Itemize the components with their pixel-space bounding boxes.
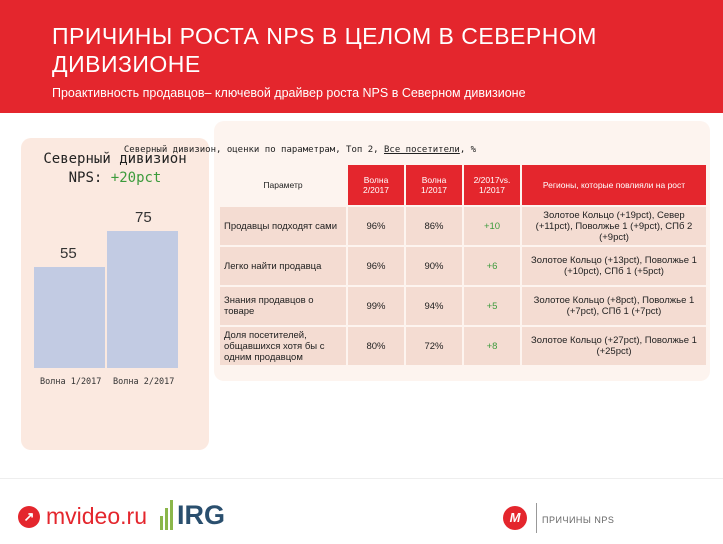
table-header-row: Параметр Волна 2/2017 Волна 1/2017 2/201… xyxy=(220,165,706,205)
nps-delta: +20pct xyxy=(110,170,162,186)
row-parameter: Доля посетителей, общавшихся хотя бы с о… xyxy=(220,327,346,365)
header-banner: ПРИЧИНЫ РОСТА NPS В ЦЕЛОМ В СЕВЕРНОМ ДИВ… xyxy=(0,0,723,113)
header-parameter: Параметр xyxy=(220,165,346,205)
row-change: +5 xyxy=(464,287,520,325)
caption-text: Северный дивизион, оценки по параметрам,… xyxy=(123,145,384,155)
mvideo-arrow-icon: ↗ xyxy=(18,506,40,528)
row-wave1: 94% xyxy=(406,287,462,325)
footer-separator xyxy=(536,503,537,533)
row-wave1: 90% xyxy=(406,247,462,285)
page-subtitle: Проактивность продавцов– ключевой драйве… xyxy=(52,86,526,100)
caption-suffix: , % xyxy=(459,145,477,155)
row-regions: Золотое Кольцо (+27pct), Поволжье 1 (+25… xyxy=(522,327,706,365)
footer-divider xyxy=(0,478,723,479)
table-row: Доля посетителей, общавшихся хотя бы с о… xyxy=(220,327,706,365)
row-regions: Золотое Кольцо (+19pct), Север (+11pct),… xyxy=(522,207,706,245)
header-wave1: Волна 1/2017 xyxy=(406,165,462,205)
table-row: Продавцы подходят сами 96% 86% +10 Золотое К… xyxy=(220,207,706,245)
chart-panel-title: Северный дивизион NPS: +20pct xyxy=(21,150,209,188)
row-parameter: Продавцы подходят сами xyxy=(220,207,346,245)
row-wave2: 80% xyxy=(348,327,404,365)
table-row: Легко найти продавца 96% 90% +6 Золотое Коль… xyxy=(220,247,706,285)
row-change: +8 xyxy=(464,327,520,365)
bar-2 xyxy=(107,230,178,368)
m-brand-icon: M xyxy=(503,506,527,530)
bar-category-label: Волна 1/2017 xyxy=(40,377,102,387)
row-wave1: 86% xyxy=(406,207,462,245)
row-wave2: 99% xyxy=(348,287,404,325)
caption-segment: Все посетители xyxy=(383,145,460,155)
section-label: ПРИЧИНЫ NPS xyxy=(542,515,615,525)
nps-chart-panel: Северный дивизион NPS: +20pct 55 Волна 1/… xyxy=(21,138,209,450)
row-regions: Золотое Кольцо (+8pct), Поволжье 1 (+7pc… xyxy=(522,287,706,325)
row-wave2: 96% xyxy=(348,207,404,245)
nps-prefix: NPS: xyxy=(68,170,103,186)
page-title: ПРИЧИНЫ РОСТА NPS В ЦЕЛОМ В СЕВЕРНОМ ДИВ… xyxy=(52,23,597,77)
division-name: Северный дивизион xyxy=(43,151,187,167)
table-caption: Северный дивизион, оценки по параметрам,… xyxy=(124,145,476,155)
row-parameter: Знания продавцов о товаре xyxy=(220,287,346,325)
header-wave2: Волна 2/2017 xyxy=(348,165,404,205)
row-parameter: Легко найти продавца xyxy=(220,247,346,285)
header-change: 2/2017vs. 1/2017 xyxy=(464,165,520,205)
row-wave1: 72% xyxy=(406,327,462,365)
bar-category-label: Волна 2/2017 xyxy=(113,377,175,387)
bar-value-label: 55 xyxy=(60,245,77,263)
row-regions: Золотое Кольцо (+13pct), Поволжье 1 (+10… xyxy=(522,247,706,285)
row-change: +10 xyxy=(464,207,520,245)
bar-value-label: 75 xyxy=(135,208,152,226)
irg-logo: IRG xyxy=(177,500,226,530)
bar-1 xyxy=(34,267,105,368)
row-wave2: 96% xyxy=(348,247,404,285)
mvideo-logo: mvideo.ru xyxy=(46,503,147,529)
parameters-table: Параметр Волна 2/2017 Волна 1/2017 2/201… xyxy=(218,163,708,367)
table-row: Знания продавцов о товаре 99% 94% +5 Золотое… xyxy=(220,287,706,325)
header-regions: Регионы, которые повлияли на рост xyxy=(522,165,706,205)
irg-bars-icon xyxy=(160,500,174,530)
row-change: +6 xyxy=(464,247,520,285)
